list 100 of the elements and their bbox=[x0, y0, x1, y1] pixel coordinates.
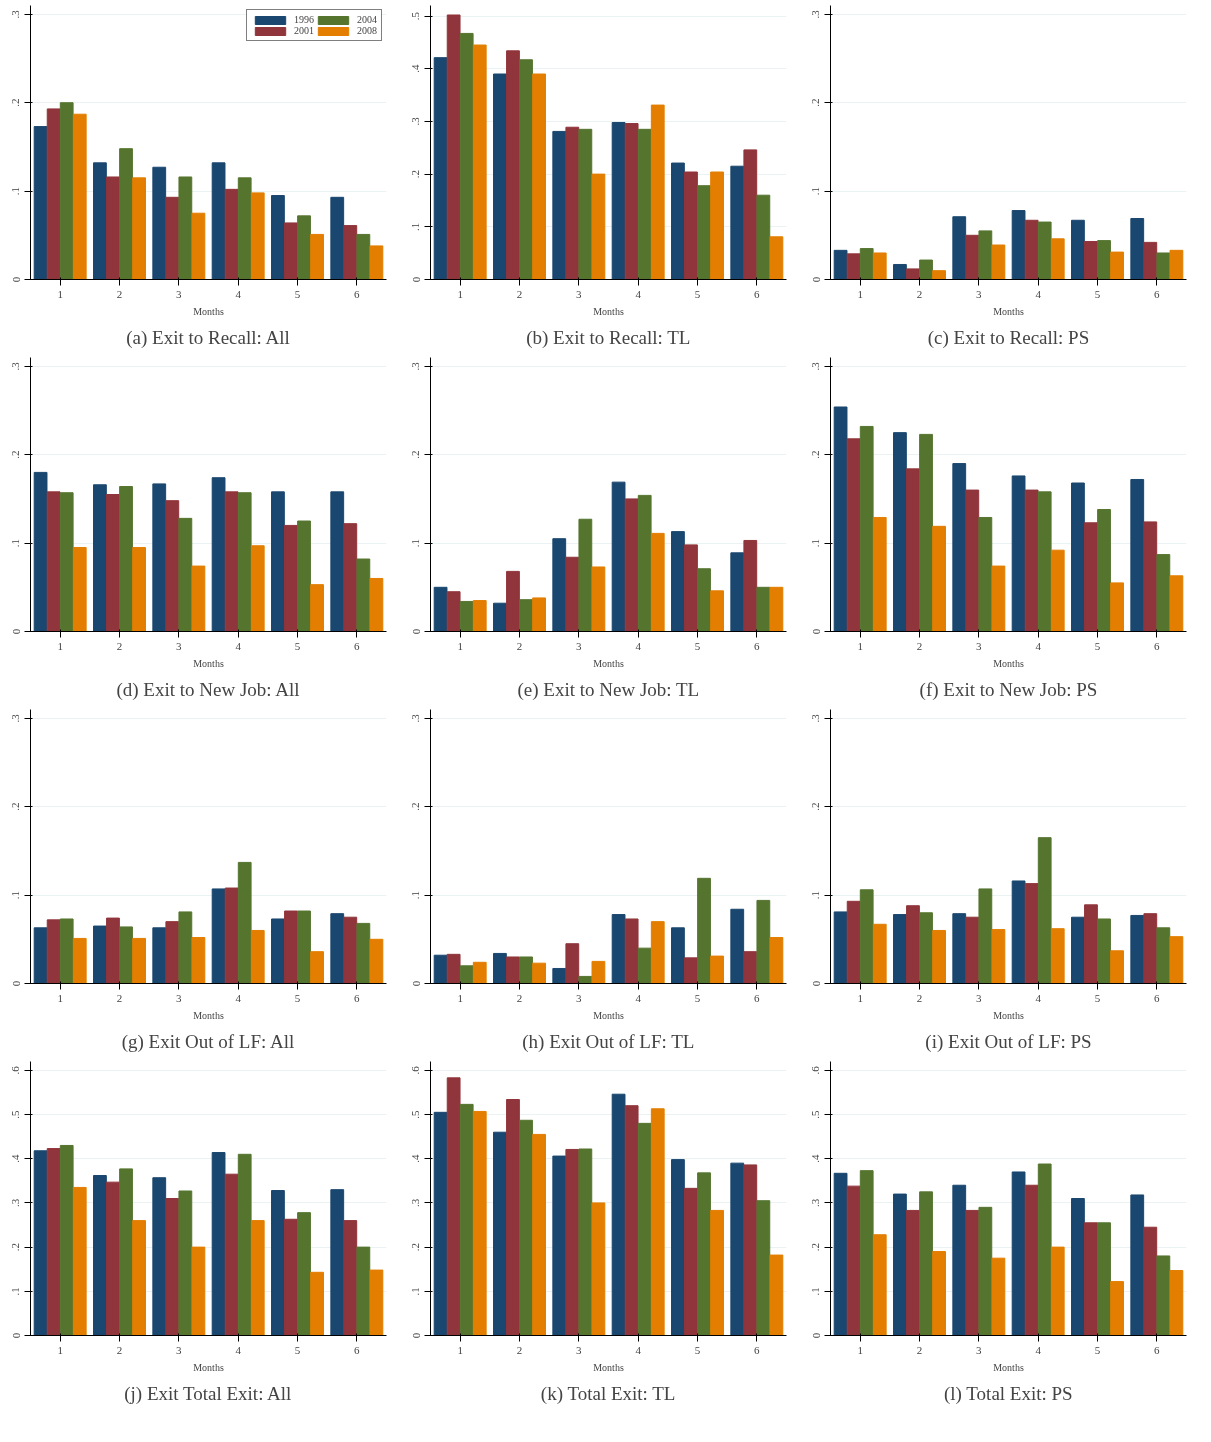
x-tick-label: 5 bbox=[294, 287, 301, 300]
text: (j) Exit Total Exit: All bbox=[124, 1382, 292, 1405]
bar bbox=[1024, 1184, 1039, 1336]
bar bbox=[459, 965, 474, 984]
x-tick-label: 3 bbox=[176, 287, 183, 300]
bar bbox=[991, 1257, 1006, 1336]
bar bbox=[756, 899, 771, 984]
bar bbox=[119, 1168, 133, 1336]
bar bbox=[769, 937, 784, 984]
text: (k) Total Exit: TL bbox=[540, 1382, 676, 1405]
bar bbox=[906, 468, 920, 632]
bar bbox=[965, 234, 980, 280]
x-tick-label: 4 bbox=[235, 1343, 242, 1356]
bar bbox=[310, 584, 324, 632]
bar bbox=[369, 577, 384, 632]
bar bbox=[991, 565, 1006, 632]
x-axis-title: Months bbox=[593, 1361, 624, 1373]
bar bbox=[132, 177, 146, 280]
text: (l) Total Exit: PS bbox=[943, 1382, 1073, 1405]
x-tick-label: 3 bbox=[576, 991, 583, 1004]
bar bbox=[72, 1186, 87, 1336]
bar bbox=[132, 1220, 146, 1336]
bar bbox=[72, 547, 87, 632]
bar bbox=[919, 1191, 933, 1336]
bar bbox=[472, 600, 487, 632]
y-tick-label: .3 bbox=[409, 713, 422, 723]
x-tick-label: 4 bbox=[235, 991, 242, 1004]
bar bbox=[906, 905, 920, 984]
bar bbox=[132, 547, 146, 632]
bar bbox=[284, 1218, 298, 1336]
x-axis-title: Months bbox=[593, 1009, 624, 1021]
legend-label: 2001 bbox=[294, 25, 314, 36]
text: (c) Exit to Recall: PS bbox=[927, 326, 1090, 349]
bar bbox=[271, 918, 285, 984]
bar bbox=[59, 492, 74, 632]
bar bbox=[624, 1105, 639, 1336]
bar bbox=[730, 908, 745, 984]
bar bbox=[178, 176, 193, 280]
bar bbox=[1011, 210, 1026, 280]
bar bbox=[952, 216, 967, 280]
y-tick-label: 0 bbox=[409, 980, 422, 987]
bar bbox=[59, 918, 74, 984]
bar bbox=[1084, 1222, 1098, 1336]
bar bbox=[106, 494, 120, 632]
bar bbox=[1143, 241, 1158, 280]
x-tick-label: 4 bbox=[635, 991, 642, 1004]
bar bbox=[250, 929, 265, 984]
x-axis-title: Months bbox=[993, 1009, 1024, 1021]
x-tick-label: 5 bbox=[694, 287, 701, 300]
bar bbox=[459, 32, 474, 280]
bar bbox=[591, 173, 606, 280]
y-tick-label: .1 bbox=[809, 1287, 822, 1296]
bar bbox=[343, 523, 358, 632]
bar bbox=[650, 532, 665, 632]
y-tick-label: .2 bbox=[409, 450, 422, 459]
bar bbox=[1169, 249, 1184, 280]
y-tick-label: 0 bbox=[409, 1332, 422, 1339]
y-tick-label: .2 bbox=[809, 1242, 822, 1252]
x-axis-title: Months bbox=[993, 657, 1024, 669]
bar bbox=[297, 910, 311, 984]
bar bbox=[1084, 240, 1098, 280]
y-tick-label: .2 bbox=[9, 1242, 22, 1252]
bar bbox=[1071, 916, 1085, 984]
y-tick-label: .3 bbox=[9, 1198, 22, 1208]
x-tick-label: 6 bbox=[354, 991, 361, 1004]
bar bbox=[1156, 554, 1171, 632]
bar bbox=[506, 570, 520, 632]
bar bbox=[46, 108, 61, 280]
bar bbox=[1169, 575, 1184, 632]
y-tick-label: 0 bbox=[809, 276, 822, 283]
x-tick-label: 3 bbox=[576, 1343, 583, 1356]
bar bbox=[493, 952, 507, 984]
bar bbox=[178, 1190, 193, 1336]
x-axis-title: Months bbox=[193, 305, 224, 317]
bar bbox=[650, 921, 665, 984]
bar bbox=[591, 1202, 606, 1336]
bar bbox=[191, 937, 206, 984]
y-tick-label: .6 bbox=[409, 1065, 422, 1075]
x-tick-label: 2 bbox=[516, 639, 523, 652]
bar bbox=[152, 166, 167, 280]
bar bbox=[1050, 238, 1065, 280]
bar bbox=[1156, 1255, 1171, 1336]
bar bbox=[919, 912, 933, 984]
x-tick-label: 5 bbox=[1094, 991, 1101, 1004]
y-tick-label: 0 bbox=[409, 276, 422, 283]
bar bbox=[965, 916, 980, 984]
x-axis-title: Months bbox=[993, 305, 1024, 317]
bar bbox=[710, 1209, 724, 1336]
bar bbox=[46, 1148, 61, 1336]
bar bbox=[1130, 914, 1145, 984]
x-tick-label: 5 bbox=[1094, 1343, 1101, 1356]
y-tick-label: .3 bbox=[9, 713, 22, 723]
bar bbox=[493, 602, 507, 632]
y-tick-label: .2 bbox=[809, 450, 822, 459]
bar bbox=[697, 1172, 711, 1336]
x-tick-label: 2 bbox=[516, 1343, 523, 1356]
x-tick-label: 6 bbox=[354, 287, 361, 300]
x-tick-label: 6 bbox=[754, 1343, 761, 1356]
bar bbox=[1071, 1198, 1085, 1336]
bar bbox=[684, 544, 698, 632]
